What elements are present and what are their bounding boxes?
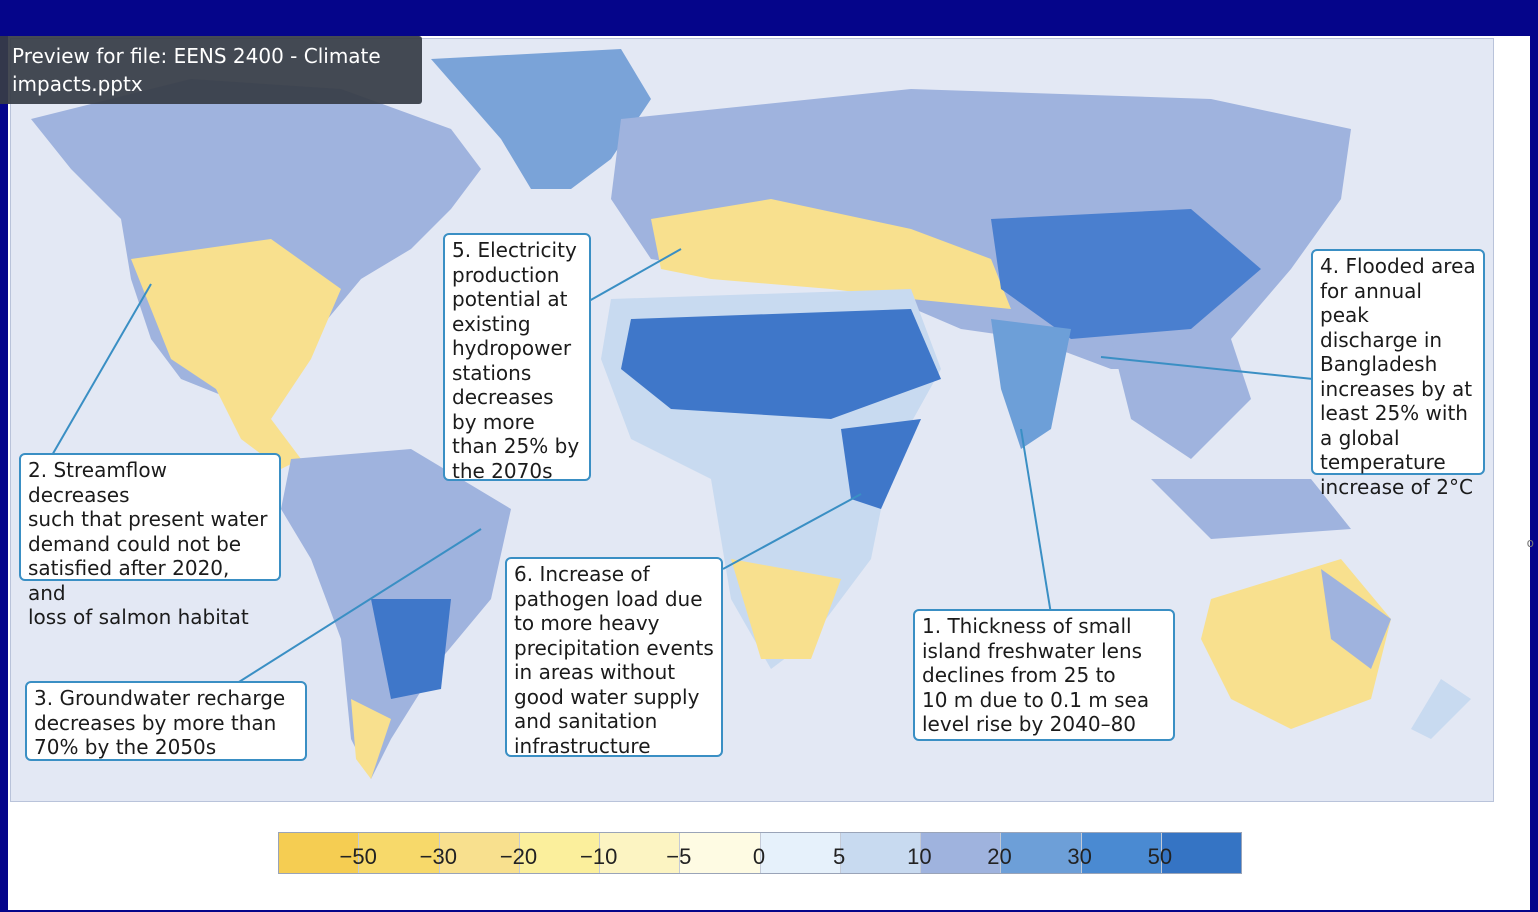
legend-swatch <box>1001 833 1082 873</box>
edge-marker: o <box>1526 536 1534 550</box>
map-graphic <box>31 49 1471 779</box>
legend-swatch <box>1161 833 1241 873</box>
legend-swatch <box>439 833 520 873</box>
legend-tick-label: 0 <box>752 844 766 869</box>
australia-east <box>1321 569 1391 669</box>
south-america-dark <box>371 599 451 699</box>
asia-dark <box>991 209 1261 339</box>
leader-4 <box>1100 356 1314 380</box>
legend-tick-label: −10 <box>579 844 618 869</box>
new-zealand <box>1411 679 1471 739</box>
leader-2 <box>50 283 152 458</box>
leader-3 <box>230 528 482 688</box>
legend-swatch <box>1081 833 1162 873</box>
legend-swatch <box>840 833 921 873</box>
legend-swatch <box>921 833 1002 873</box>
callout-hydropower: 5. Electricity production potential at e… <box>443 233 591 483</box>
leader-6 <box>722 493 862 570</box>
callout-pathogen: 6. Increase of pathogen load due to more… <box>505 557 723 758</box>
legend-swatch <box>760 833 841 873</box>
legend-swatch <box>519 833 600 873</box>
sahara <box>621 309 941 419</box>
legend-tick-label: 20 <box>987 844 1012 869</box>
horn-africa <box>841 419 921 509</box>
legend-swatch <box>600 833 681 873</box>
legend-tick-label: 30 <box>1067 844 1092 869</box>
legend-tick-label: 50 <box>1147 844 1173 869</box>
legend-tick-label: −20 <box>499 844 538 869</box>
callout-freshwater-lens: 1. Thickness of small island freshwater … <box>913 609 1175 741</box>
southern-africa <box>731 559 841 659</box>
color-legend <box>278 832 1242 874</box>
leader-1 <box>1020 428 1052 615</box>
india <box>991 319 1071 449</box>
legend-swatch <box>680 833 761 873</box>
legend-swatch <box>279 833 360 873</box>
legend-tick-label: 10 <box>907 844 932 869</box>
callout-streamflow: 2. Streamflow decreases such that presen… <box>19 453 281 629</box>
legend-tick-label: −50 <box>339 844 377 869</box>
leader-5 <box>588 248 682 302</box>
slide: 2. Streamflow decreases such that presen… <box>8 36 1530 910</box>
world-map: 2. Streamflow decreases such that presen… <box>10 38 1494 802</box>
legend-tick-label: −30 <box>419 844 457 869</box>
indonesia <box>1151 479 1351 539</box>
med-belt <box>651 199 1011 309</box>
legend-tick-label: 5 <box>833 844 846 869</box>
se-asia <box>1111 339 1251 459</box>
legend-tick-label: −5 <box>666 844 692 869</box>
callout-groundwater: 3. Groundwater recharge decreases by mor… <box>25 681 307 761</box>
legend-swatch <box>359 833 440 873</box>
central-america <box>211 379 301 469</box>
greenland <box>431 49 651 189</box>
north-america-south <box>131 239 341 419</box>
callout-bangladesh: 4. Flooded area for annual peak discharg… <box>1311 249 1485 499</box>
file-preview-tooltip: Preview for file: EENS 2400 - Climate im… <box>0 36 422 104</box>
south-america-tip <box>351 699 391 779</box>
